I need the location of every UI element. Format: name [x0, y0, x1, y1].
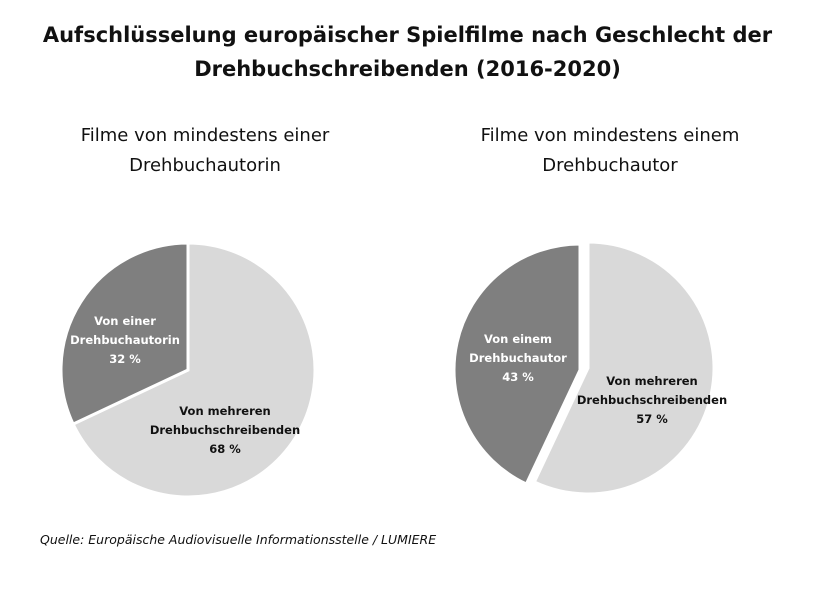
pie-2-title-line-2: Drehbuchautor: [542, 155, 678, 176]
pie-2-slice-2: [452, 242, 582, 487]
pie-2-slice-1-label: Von mehreren Drehbuchschreibenden 57 %: [577, 374, 727, 426]
slice-label-line: Von mehreren: [179, 404, 270, 418]
slice-percent-label: 57 %: [636, 412, 668, 426]
slice-percent-label: 43 %: [502, 370, 534, 384]
pie-1-slice-1: [71, 241, 317, 499]
slice-percent-label: 32 %: [109, 352, 141, 366]
pie-1-title-line-1: Filme von mindestens einer: [80, 125, 330, 146]
chart-title: Aufschlüsselung europäischer Spielfilme …: [0, 18, 815, 86]
slice-label-line: Von einer: [94, 314, 156, 328]
slice-label-line: Von einem: [484, 332, 552, 346]
slice-label-line: Von mehreren: [606, 374, 697, 388]
slice-label-line: Drehbuchschreibenden: [150, 423, 300, 437]
pie-2-title: Filme von mindestens einem Drehbuchautor: [430, 121, 790, 181]
pie-2-slice-2-label: Von einem Drehbuchautor 43 %: [469, 332, 567, 384]
slice-percent-label: 68 %: [209, 442, 241, 456]
pie-1-title: Filme von mindestens einer Drehbuchautor…: [25, 121, 385, 181]
title-line-2: Drehbuchschreibenden (2016-2020): [194, 57, 621, 81]
pie-2-title-line-1: Filme von mindestens einem: [480, 125, 740, 146]
pie-1-slice-2-label: Von einer Drehbuchautorin 32 %: [70, 314, 180, 366]
title-line-1: Aufschlüsselung europäischer Spielfilme …: [42, 23, 773, 47]
pie-1-title-line-2: Drehbuchautorin: [129, 155, 281, 176]
pie-1-slice-2: [59, 241, 190, 427]
slice-label-line: Drehbuchschreibenden: [577, 393, 727, 407]
slice-label-line: Drehbuchautor: [469, 351, 567, 365]
pie-2-slice-1: [532, 240, 716, 496]
source-note: Quelle: Europäische Audiovisuelle Inform…: [40, 532, 437, 547]
slice-label-line: Drehbuchautorin: [70, 333, 180, 347]
pie-1-slice-1-label: Von mehreren Drehbuchschreibenden 68 %: [150, 404, 300, 456]
